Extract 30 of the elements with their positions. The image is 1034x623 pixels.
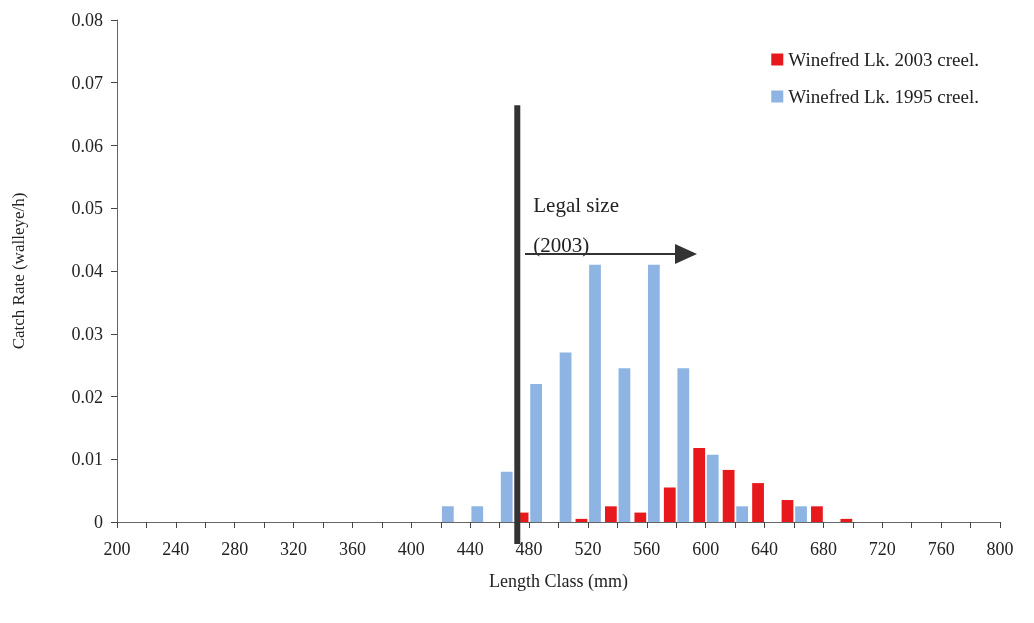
x-tick-label: 640	[751, 539, 779, 559]
y-tick-label: 0.03	[71, 323, 103, 344]
x-tick-label: 760	[927, 539, 955, 559]
x-tick-label: 520	[574, 539, 602, 559]
x-tick-label: 440	[456, 539, 484, 559]
y-axis-title: Catch Rate (walleye/h)	[9, 192, 28, 350]
x-tick-label: 560	[633, 539, 661, 559]
x-tick-label: 680	[809, 539, 837, 559]
legend-label: Winefred Lk. 1995 creel.	[788, 86, 979, 107]
x-tick-label: 320	[280, 539, 308, 559]
y-tick-label: 0.04	[71, 261, 103, 281]
x-tick-label: 480	[515, 539, 543, 559]
y-tick-label: 0.07	[71, 72, 103, 93]
x-tick-label: 400	[397, 539, 425, 559]
y-tick-label: 0.06	[71, 135, 103, 156]
x-tick-label: 600	[692, 539, 720, 559]
y-tick-label: 0.08	[71, 10, 103, 30]
x-tick-label: 280	[221, 539, 249, 559]
x-tick-label: 360	[338, 539, 366, 559]
y-tick-label: 0.02	[71, 386, 103, 407]
legend-label: Winefred Lk. 2003 creel.	[788, 49, 979, 70]
x-tick-label: 800	[986, 539, 1014, 559]
y-tick-label: 0.05	[71, 198, 103, 219]
y-tick-label: 0	[94, 512, 103, 532]
x-tick-label: 200	[103, 539, 131, 559]
y-tick-label: 0.01	[71, 449, 103, 470]
x-tick-label: 720	[868, 539, 896, 559]
x-axis-title: Length Class (mm)	[489, 571, 628, 592]
x-tick-label: 240	[162, 539, 190, 559]
annotation: Legal size (2003)	[533, 192, 625, 257]
